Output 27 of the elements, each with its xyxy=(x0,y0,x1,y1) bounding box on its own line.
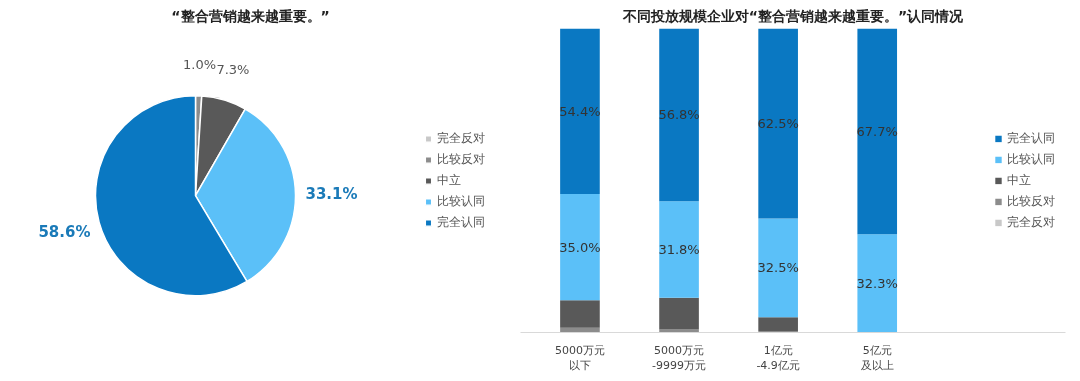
legend-label: 中立 xyxy=(1007,171,1031,189)
legend-label: 比较反对 xyxy=(1007,192,1055,210)
x-tick-label: 5亿元及以上 xyxy=(860,343,894,373)
data-label: 7.3% xyxy=(216,62,250,78)
legend-label: 完全认同 xyxy=(437,213,485,231)
legend-label: 比较反对 xyxy=(437,150,485,168)
data-label: 58.6% xyxy=(38,223,91,242)
legend-label: 中立 xyxy=(437,171,461,189)
legend-label: 比较认同 xyxy=(437,192,485,210)
data-label: 54.4% xyxy=(559,103,601,119)
data-label: 62.5% xyxy=(757,116,799,131)
legend-label: 比较认同 xyxy=(1007,150,1055,168)
x-tick-label: 5000万元-9999万元 xyxy=(652,343,707,373)
x-tick-label: 5000万元以下 xyxy=(554,343,605,373)
legend-label: 完全反对 xyxy=(1007,213,1055,231)
data-label: 32.3% xyxy=(856,275,898,291)
data-label: 33.1% xyxy=(305,185,358,204)
x-tick-label: 1亿元-4.9亿元 xyxy=(756,343,800,373)
data-label: 35.0% xyxy=(559,239,601,255)
data-label: 32.5% xyxy=(757,260,799,276)
chart-title: 不同投放规模企业对“整合营销越来越重要。”认同情况 xyxy=(621,7,965,24)
chart-title: “整合营销越来越重要。” xyxy=(171,7,330,24)
legend-label: 完全认同 xyxy=(1007,129,1055,147)
data-label: 56.8% xyxy=(658,107,700,123)
legend-label: 完全反对 xyxy=(437,129,485,147)
data-label: 31.8% xyxy=(658,242,700,258)
data-label: 1.0% xyxy=(183,56,217,72)
